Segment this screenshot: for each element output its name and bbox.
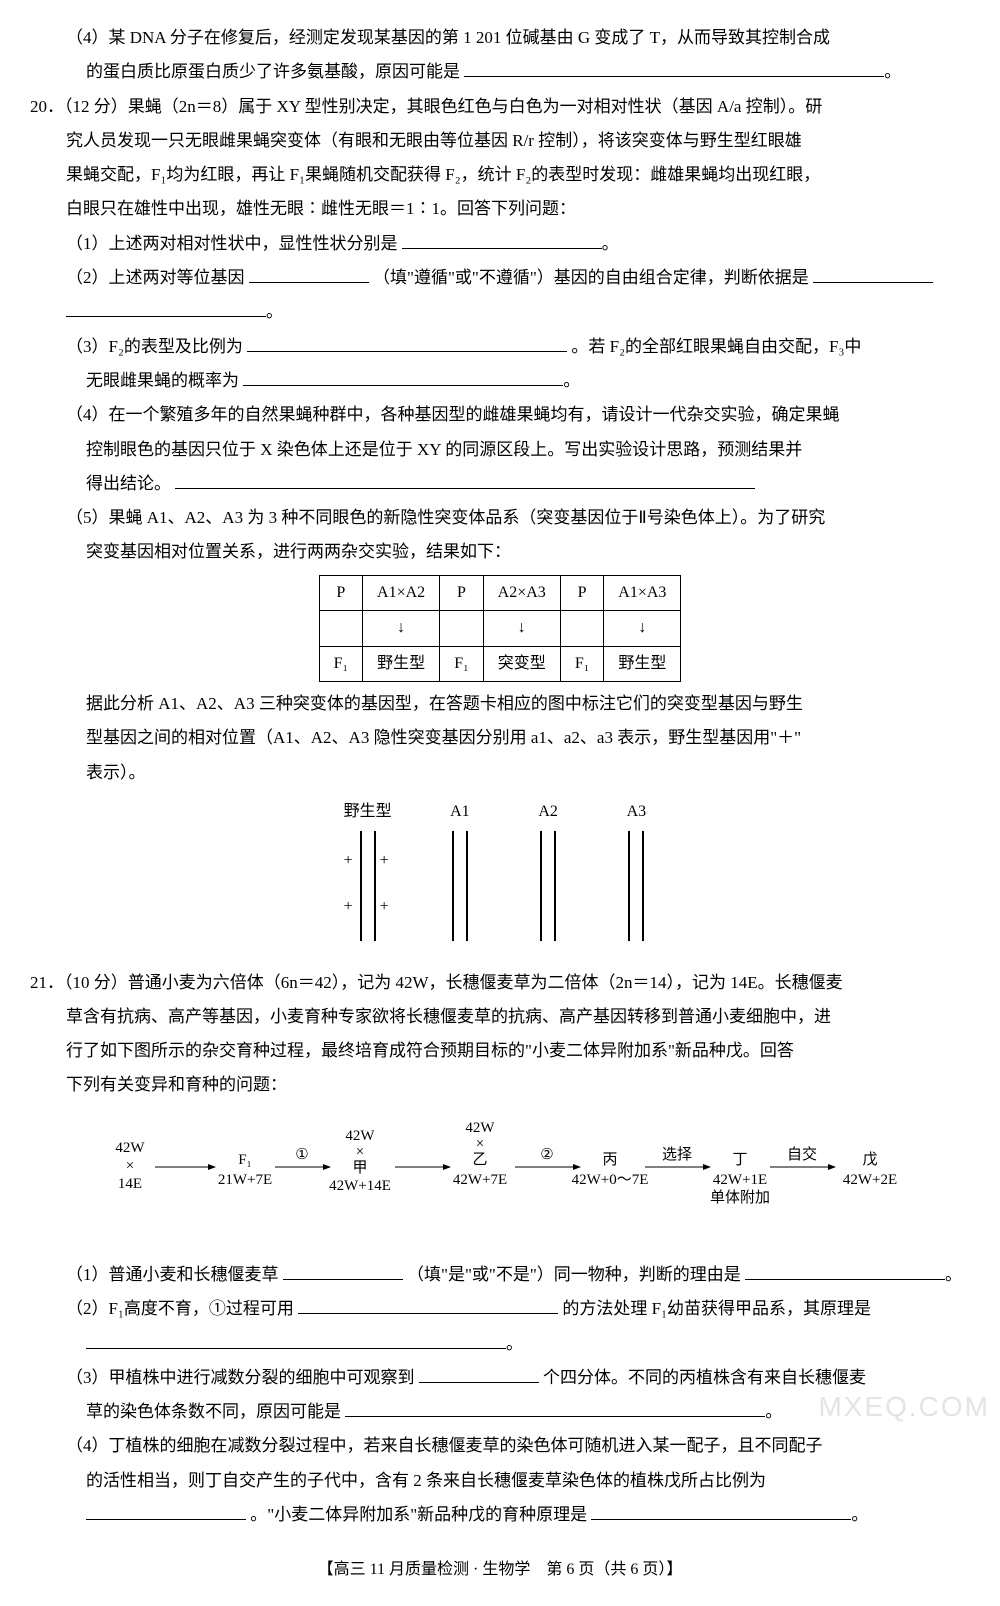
q20-2-blank: 。 (30, 296, 970, 328)
q20-5d: 型基因之间的相对位置（A1、A2、A3 隐性突变基因分别用 a1、a2、a3 表… (30, 722, 970, 754)
q20-4a: （4）在一个繁殖多年的自然果蝇种群中，各种基因型的雌雄果蝇均有，请设计一代杂交实… (30, 399, 970, 431)
chromosome-diagram: 野生型 + + + + A1 A2 A3 (30, 797, 970, 953)
flow-step2: ② (540, 1147, 553, 1163)
flow-n3-mid: × (356, 1144, 364, 1160)
flow-f1: F₁ (238, 1152, 252, 1168)
q19-4-line2: 的蛋白质比原蛋白质少了许多氨基酸，原因可能是 。 (30, 56, 970, 88)
q20-head-3: 果蝇交配，F₁均为红眼，再让 F₁果蝇随机交配获得 F₂，统计 F₂的表型时发现… (30, 159, 970, 191)
flow-n3-bot: 甲 (352, 1160, 367, 1176)
flow-n4-top: 42W (465, 1120, 495, 1136)
blank (86, 1331, 506, 1349)
blank (249, 265, 369, 283)
flow-n6-sub2: 单体附加 (710, 1189, 770, 1206)
flow-n5-sub: 42W+0～7E (572, 1172, 649, 1188)
q20-4c: 得出结论。 (30, 468, 970, 500)
q19-4-line1: （4）某 DNA 分子在修复后，经测定发现某基因的第 1 201 位碱基由 G … (30, 22, 970, 54)
flow-n5: 丙 (602, 1152, 617, 1168)
flow-n4-bot: 乙 (472, 1152, 487, 1168)
q21-head-2: 草含有抗病、高产等基因，小麦育种专家欲将长穗偃麦草的抗病、高产基因转移到普通小麦… (30, 1001, 970, 1033)
breeding-flow-diagram: 42W × 14E F₁ 21W+7E ① 42W × 甲 42W+14E 42… (30, 1112, 970, 1243)
q20-5b: 突变基因相对位置关系，进行两两杂交实验，结果如下： (30, 536, 970, 568)
flow-n3-top: 42W (345, 1128, 375, 1144)
flow-n4-mid: × (476, 1136, 484, 1152)
text: 的蛋白质比原蛋白质少了许多氨基酸，原因可能是 (86, 62, 460, 81)
flow-step1: ① (295, 1147, 308, 1163)
blank (402, 231, 602, 249)
q21-2-blank: 。 (30, 1328, 970, 1360)
blank (298, 1296, 558, 1314)
q20-head-2: 究人员发现一只无眼雌果蝇突变体（有眼和无眼由等位基因 R/r 控制），将该突变体… (30, 125, 970, 157)
blank (464, 59, 884, 77)
table-row: P A1×A2 P A2×A3 P A1×A3 (319, 575, 681, 610)
blank (591, 1502, 851, 1520)
chrom-a2: A2 (528, 797, 568, 953)
blank (243, 368, 563, 386)
text: （4）某 DNA 分子在修复后，经测定发现某基因的第 1 201 位碱基由 G … (66, 28, 830, 47)
flow-n7-sub: 42W+2E (843, 1172, 897, 1188)
blank (745, 1262, 945, 1280)
q21-head-3: 行了如下图所示的杂交育种过程，最终培育成符合预期目标的"小麦二体异附加系"新品种… (30, 1035, 970, 1067)
chrom-a1: A1 (440, 797, 480, 953)
chrom-a3: A3 (616, 797, 656, 953)
flow-f1-sub: 21W+7E (218, 1172, 272, 1188)
q21-4b: 的活性相当，则丁自交产生的子代中，含有 2 条来自长穗偃麦草染色体的植株戊所占比… (30, 1465, 970, 1497)
flow-n1-top: 42W (115, 1140, 145, 1156)
q20-cross-table: P A1×A2 P A2×A3 P A1×A3 ↓ ↓ ↓ F₁ 野生型 F₁ … (319, 575, 682, 682)
q20-3b: 无眼雌果蝇的概率为 。 (30, 365, 970, 397)
q20-5c: 据此分析 A1、A2、A3 三种突变体的基因型，在答题卡相应的图中标注它们的突变… (30, 688, 970, 720)
q21-2: （2）F₁高度不育，①过程可用 的方法处理 F₁幼苗获得甲品系，其原理是 (30, 1293, 970, 1325)
q21-1: （1）普通小麦和长穗偃麦草 （填"是"或"不是"）同一物种，判断的理由是 。 (30, 1259, 970, 1291)
flow-self: 自交 (787, 1145, 817, 1163)
blank (175, 471, 755, 489)
watermark: MXEQ.COM (818, 1380, 990, 1433)
q21-4c: 。"小麦二体异附加系"新品种戊的育种原理是 。 (30, 1499, 970, 1531)
q20-1: （1）上述两对相对性状中，显性性状分别是 。 (30, 228, 970, 260)
flow-n6: 丁 (732, 1152, 747, 1168)
q20-5a: （5）果蝇 A1、A2、A3 为 3 种不同眼色的新隐性突变体品系（突变基因位于… (30, 502, 970, 534)
chrom-wildtype: 野生型 + + + + (344, 797, 392, 953)
flow-n6-sub1: 42W+1E (713, 1172, 767, 1188)
blank (419, 1365, 539, 1383)
flow-select: 选择 (662, 1146, 692, 1163)
page-footer: 【高三 11 月质量检测 · 生物学 第 6 页（共 6 页）】 (30, 1555, 970, 1585)
q21-head-4: 下列有关变异和育种的问题： (30, 1069, 970, 1101)
q21-head-1: 21．（10 分）普通小麦为六倍体（6n＝42），记为 42W，长穗偃麦草为二倍… (30, 967, 970, 999)
blank (86, 1502, 246, 1520)
blank (247, 334, 567, 352)
table-row: F₁ 野生型 F₁ 突变型 F₁ 野生型 (319, 646, 681, 681)
blank (66, 299, 266, 317)
q21-4a: （4）丁植株的细胞在减数分裂过程中，若来自长穗偃麦草的染色体可随机进入某一配子，… (30, 1430, 970, 1462)
q20-4b: 控制眼色的基因只位于 X 染色体上还是位于 XY 的同源区段上。写出实验设计思路… (30, 434, 970, 466)
blank (345, 1399, 765, 1417)
q20-head-1: 20．（12 分）果蝇（2n＝8）属于 XY 型性别决定，其眼色红色与白色为一对… (30, 91, 970, 123)
q20-5e: 表示）。 (30, 757, 970, 789)
blank (813, 265, 933, 283)
flow-n7: 戊 (862, 1151, 877, 1168)
table-row: ↓ ↓ ↓ (319, 611, 681, 646)
flow-n1-mid: × (126, 1158, 134, 1174)
flow-n3-sub: 42W+14E (329, 1178, 391, 1194)
q20-head-4: 白眼只在雄性中出现，雄性无眼∶雌性无眼＝1∶1。回答下列问题： (30, 193, 970, 225)
q20-3a: （3）F₂的表型及比例为 。若 F₂的全部红眼果蝇自由交配，F₃中 (30, 331, 970, 363)
flow-n4-sub: 42W+7E (453, 1172, 507, 1188)
q20-2: （2）上述两对等位基因 （填"遵循"或"不遵循"）基因的自由组合定律，判断依据是 (30, 262, 970, 294)
blank (283, 1262, 403, 1280)
flow-n1-bot: 14E (118, 1176, 142, 1192)
